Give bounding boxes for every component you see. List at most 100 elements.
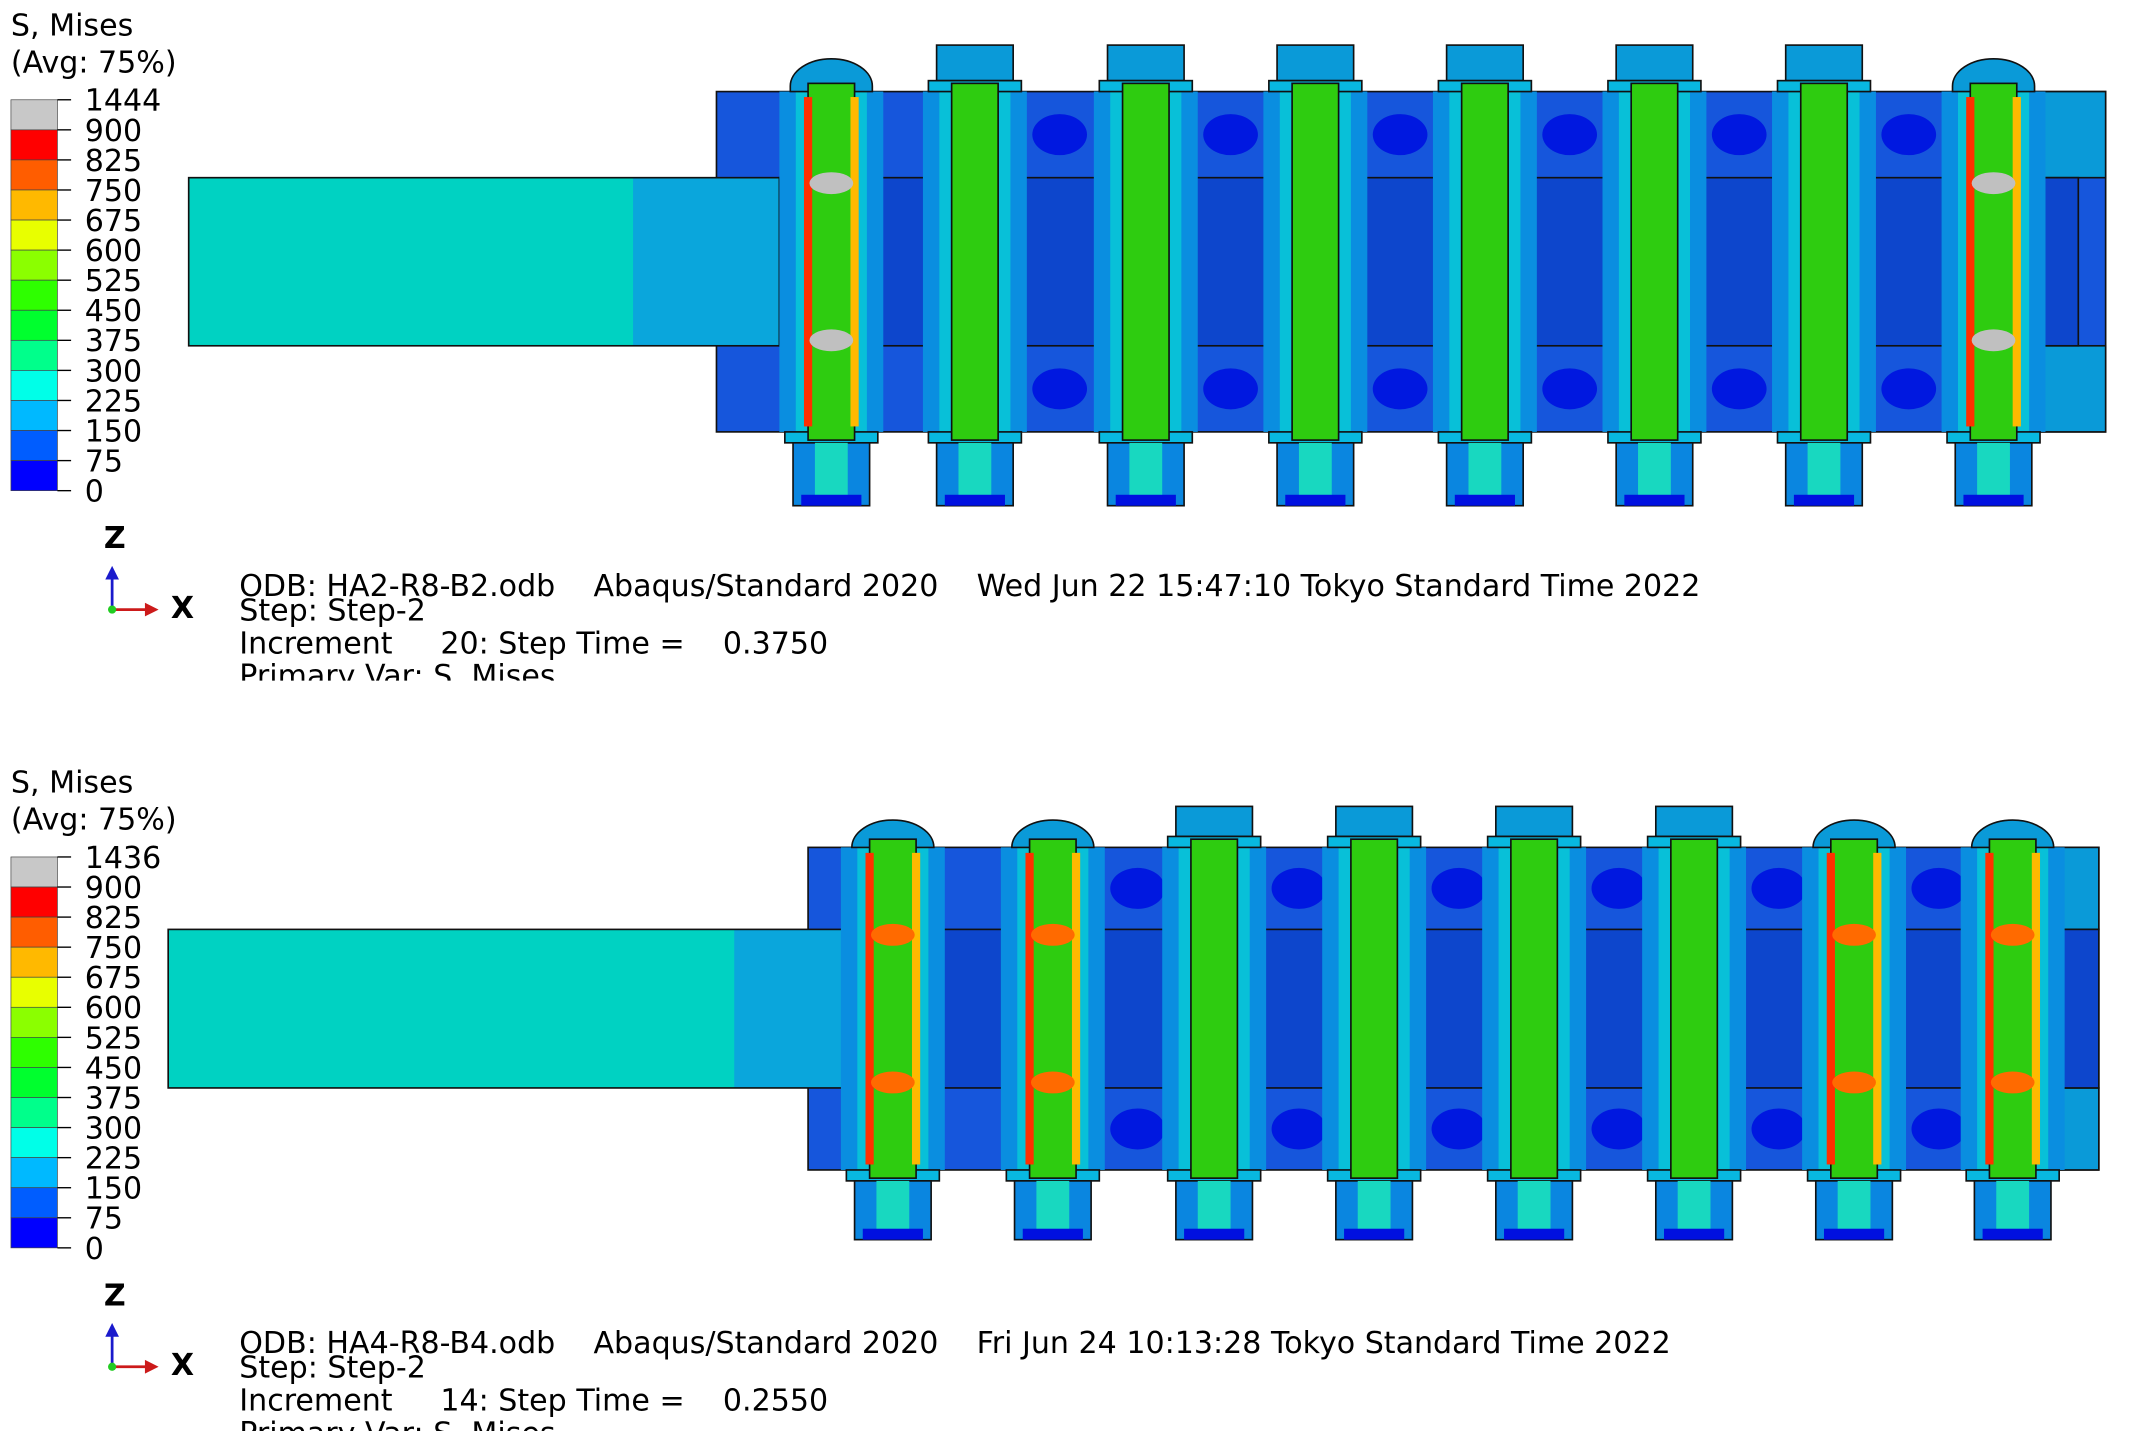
legend-band bbox=[10, 946, 58, 978]
bolt-shank bbox=[1988, 838, 2037, 1179]
legend-label: 600 bbox=[85, 234, 142, 269]
legend-label: 825 bbox=[85, 144, 142, 179]
low-stress-zone bbox=[1711, 368, 1767, 410]
triad-x-arrow bbox=[144, 1359, 159, 1374]
nut-base bbox=[1823, 1228, 1885, 1240]
low-stress-zone bbox=[1372, 114, 1428, 156]
legend-label: 375 bbox=[85, 1081, 142, 1116]
low-stress-zone bbox=[1431, 1108, 1487, 1150]
bolt-head bbox=[935, 44, 1014, 82]
legend-label: 750 bbox=[85, 174, 142, 209]
bolt-head bbox=[1784, 44, 1864, 82]
nut-base bbox=[1963, 494, 2024, 506]
result-panel: S, Mises(Avg: 75%)1436900825750675600525… bbox=[10, 766, 2100, 1431]
nut-core bbox=[1129, 442, 1163, 501]
nut-base bbox=[1982, 1228, 2043, 1240]
legend-label: 750 bbox=[85, 931, 142, 966]
legend-label: 675 bbox=[85, 204, 142, 239]
legend-label: 900 bbox=[85, 871, 142, 906]
bolt-shank bbox=[1028, 838, 1077, 1179]
nut-base bbox=[1022, 1228, 1083, 1240]
info-line: Increment 20: Step Time = 0.3750 bbox=[239, 626, 828, 661]
bolt-hot-spot bbox=[1030, 923, 1075, 946]
nut-base bbox=[1793, 494, 1855, 506]
low-stress-zone bbox=[1110, 1108, 1165, 1150]
low-stress-zone bbox=[1751, 1108, 1807, 1150]
triad-origin bbox=[108, 605, 117, 614]
nut-base bbox=[1344, 1228, 1405, 1240]
bolt-hot-edge bbox=[1966, 97, 1975, 427]
bolt-hot-edge bbox=[2012, 97, 2021, 427]
nut-core bbox=[1638, 442, 1671, 501]
nut-core bbox=[1677, 1180, 1711, 1235]
legend-band bbox=[10, 400, 58, 431]
triad-x: X bbox=[171, 591, 194, 626]
bolt-head bbox=[1445, 44, 1525, 82]
legend-label: 75 bbox=[85, 445, 123, 480]
bolt-shank bbox=[868, 838, 917, 1179]
nut-core bbox=[958, 442, 992, 501]
bolt-hot-spot bbox=[1971, 329, 2016, 352]
triad-origin bbox=[108, 1362, 117, 1371]
nut-core bbox=[1197, 1180, 1231, 1235]
legend-subtitle: (Avg: 75%) bbox=[11, 803, 177, 838]
legend-label: 1436 bbox=[85, 841, 162, 876]
legend-band bbox=[10, 1127, 58, 1158]
legend-band bbox=[10, 460, 58, 492]
nut-core bbox=[1977, 442, 2010, 501]
low-stress-zone bbox=[1110, 867, 1165, 909]
triad-z: Z bbox=[104, 521, 126, 556]
legend-title: S, Mises bbox=[11, 9, 133, 44]
legend-band bbox=[10, 1187, 58, 1219]
legend-label: 600 bbox=[85, 991, 142, 1026]
legend-label: 375 bbox=[85, 324, 142, 359]
legend-label: 150 bbox=[85, 414, 142, 449]
bolt-head bbox=[1175, 805, 1254, 838]
legend-band bbox=[10, 219, 58, 251]
legend-label: 825 bbox=[85, 901, 142, 936]
nut-base bbox=[1624, 494, 1685, 506]
legend-band bbox=[10, 916, 58, 948]
triad-z-arrow bbox=[105, 565, 119, 580]
bolt-hot-edge bbox=[1071, 852, 1081, 1165]
bolt-head bbox=[1106, 44, 1185, 82]
bolt-hot-edge bbox=[1873, 852, 1882, 1165]
bolt-head bbox=[1615, 44, 1694, 82]
legend-label: 900 bbox=[85, 114, 142, 149]
legend-band bbox=[10, 886, 58, 918]
low-stress-zone bbox=[1881, 114, 1937, 156]
triad-z: Z bbox=[104, 1278, 126, 1313]
legend-label: 150 bbox=[85, 1172, 142, 1207]
legend-label: 0 bbox=[85, 1232, 104, 1267]
nut-base bbox=[1454, 494, 1515, 506]
bolt-hot-spot bbox=[1971, 172, 2016, 195]
info-line: ODB: HA2-R8-B2.odb Abaqus/Standard 2020 … bbox=[239, 569, 1700, 604]
bolt-hot-edge bbox=[2031, 852, 2041, 1165]
bolt-hot-spot bbox=[1030, 1071, 1075, 1094]
low-stress-zone bbox=[1591, 867, 1647, 909]
legend-band bbox=[10, 339, 58, 371]
legend-band bbox=[10, 1006, 58, 1038]
legend-label: 1444 bbox=[85, 84, 162, 119]
legend-band bbox=[10, 370, 58, 401]
legend-band bbox=[10, 1037, 58, 1068]
legend-band bbox=[10, 249, 58, 281]
legend-band bbox=[10, 189, 58, 221]
info-line: Increment 14: Step Time = 0.2550 bbox=[239, 1384, 828, 1419]
low-stress-zone bbox=[1271, 1108, 1327, 1150]
legend-subtitle: (Avg: 75%) bbox=[11, 45, 177, 80]
bolt-hot-spot bbox=[1832, 1071, 1876, 1094]
bolt-shank bbox=[1460, 82, 1509, 441]
nut-base bbox=[1184, 1228, 1245, 1240]
bolt-shank bbox=[1291, 82, 1340, 441]
nut-base bbox=[944, 494, 1005, 506]
legend-band bbox=[10, 1067, 58, 1098]
low-stress-zone bbox=[1271, 867, 1327, 909]
legend-label: 450 bbox=[85, 294, 142, 329]
low-stress-zone bbox=[1203, 114, 1258, 156]
bolt-hot-spot bbox=[870, 1071, 915, 1094]
low-stress-zone bbox=[1881, 368, 1937, 410]
info-line: Step: Step-2 bbox=[239, 1351, 426, 1386]
legend-title: S, Mises bbox=[11, 766, 133, 801]
